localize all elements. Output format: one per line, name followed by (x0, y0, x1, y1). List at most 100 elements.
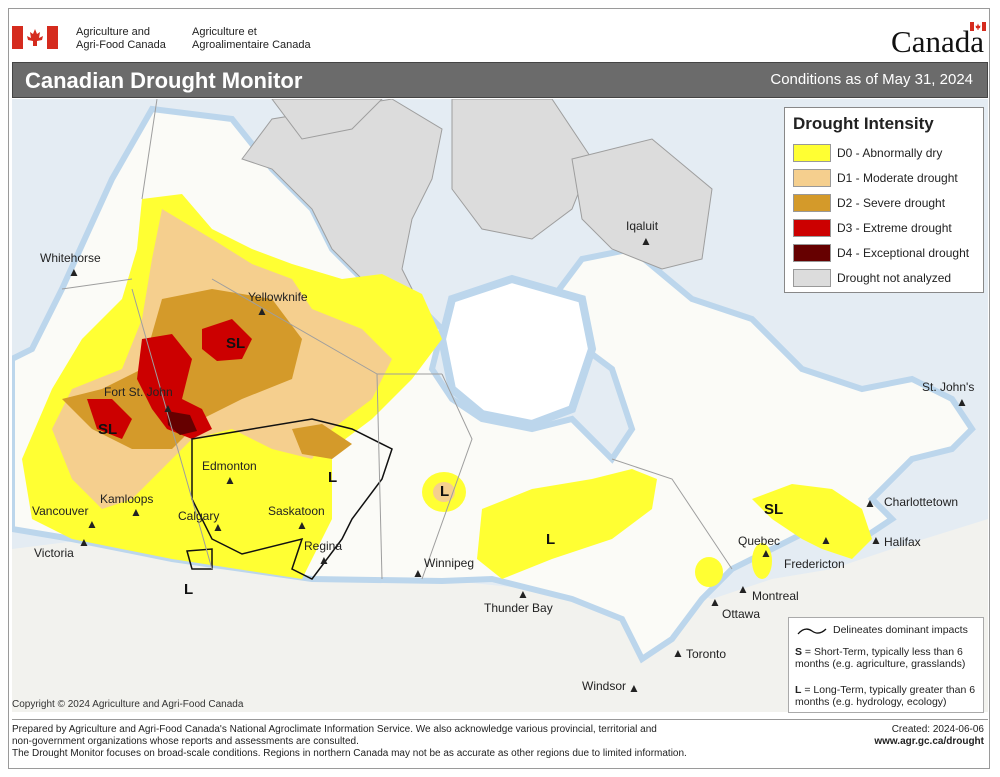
legend-label: D0 - Abnormally dry (837, 146, 943, 160)
d0-maritimes (752, 484, 872, 559)
drought-url-link[interactable]: www.agr.gc.ca/drought (874, 736, 984, 747)
city-halifax-marker-icon: ▲ (870, 533, 882, 547)
impact-label-l-ontario: L (546, 531, 556, 548)
nunavut-not-analyzed (451, 99, 593, 240)
short-term-note: S = Short-Term, typically less than 6 mo… (795, 646, 983, 670)
d3-bc (87, 399, 132, 439)
city-iqaluit-marker-icon: ▲ (640, 234, 652, 248)
hudson-bay (437, 274, 597, 429)
impact-label-sl-bc: SL (98, 421, 118, 438)
d3-nwt (202, 319, 252, 361)
copyright: Copyright © 2024 Agriculture and Agri-Fo… (12, 699, 244, 710)
department-en-line1: Agriculture and (76, 26, 150, 38)
footer-text: Prepared by Agriculture and Agri-Food Ca… (12, 724, 772, 760)
legend-item: Drought not analyzed (793, 269, 983, 287)
department-name-fr: Agriculture et Agroalimentaire Canada (192, 26, 311, 52)
d2-sask (292, 424, 352, 459)
footer-credits: Created: 2024-06-06 www.agr.gc.ca/drough… (874, 724, 984, 748)
city-toronto-marker-icon: ▲ (672, 646, 684, 660)
legend-swatch-d2 (793, 194, 831, 212)
legend-box: Drought Intensity D0 - Abnormally dry D1… (784, 107, 984, 293)
d0-quebec-city (752, 543, 772, 579)
impact-label-l-ontario-nw: L (440, 483, 450, 500)
city-fort-st-john-marker-icon: ▲ (162, 401, 174, 415)
legend-label: D4 - Exceptional drought (837, 246, 970, 260)
legend-label: D2 - Severe drought (837, 196, 946, 210)
city-vancouver-marker-icon: ▲ (86, 517, 98, 531)
short-term-text: = Short-Term, typically less than 6 mont… (795, 646, 966, 670)
d0-quebec-south (695, 557, 723, 587)
city-montreal: Montreal (752, 589, 799, 603)
usa-land (12, 519, 988, 712)
wordmark-flag-icon (970, 22, 986, 31)
city-calgary-marker-icon: ▲ (212, 520, 224, 534)
city-winnipeg: Winnipeg (424, 556, 475, 570)
city-kamloops-marker-icon: ▲ (130, 505, 142, 519)
department-fr-line2: Agroalimentaire Canada (192, 39, 311, 51)
impact-notes-box: Delineates dominant impacts S = Short-Te… (788, 617, 984, 713)
legend-item: D2 - Severe drought (793, 194, 983, 212)
d3-northeast-bc (137, 334, 212, 439)
city-fredericton-marker-icon: ▲ (820, 533, 832, 547)
department-name-en: Agriculture and Agri-Food Canada (76, 26, 166, 52)
impact-label-l-bc-south: L (184, 581, 194, 598)
city-saskatoon: Saskatoon (268, 504, 325, 518)
canada-wordmark: Canada (891, 22, 986, 60)
d4-area (167, 411, 197, 435)
canada-flag-icon (12, 26, 58, 49)
city-fort-st-john: Fort St. John (104, 385, 173, 399)
legend-swatch-d0 (793, 144, 831, 162)
government-header: Agriculture and Agri-Food Canada Agricul… (12, 22, 988, 60)
city-whitehorse-marker-icon: ▲ (68, 265, 80, 279)
legend-label: Drought not analyzed (837, 271, 952, 285)
city-edmonton: Edmonton (202, 459, 257, 473)
city-thunder-bay: Thunder Bay (484, 601, 553, 615)
city-yellowknife: Yellowknife (248, 290, 308, 304)
legend-swatch-d3 (793, 219, 831, 237)
city-iqaluit: Iqaluit (626, 219, 659, 233)
city-st-johns: St. John's (922, 380, 975, 394)
city-winnipeg-marker-icon: ▲ (412, 566, 424, 580)
legend-label: D3 - Extreme drought (837, 221, 952, 235)
city-regina: Regina (304, 539, 343, 553)
impact-label-l-sask: L (328, 469, 338, 486)
legend-swatch-d1 (793, 169, 831, 187)
city-edmonton-marker-icon: ▲ (224, 473, 236, 487)
delineates-note: Delineates dominant impacts (833, 624, 968, 636)
d0-ontario (477, 469, 657, 579)
impact-line-icon (797, 628, 827, 635)
footer: Prepared by Agriculture and Agri-Food Ca… (12, 719, 988, 762)
title-bar: Canadian Drought Monitor Conditions as o… (12, 62, 988, 98)
city-saskatoon-marker-icon: ▲ (296, 518, 308, 532)
city-vancouver: Vancouver (32, 504, 89, 518)
long-term-key: L (795, 684, 802, 696)
baffin-not-analyzed (571, 138, 713, 270)
city-fredericton: Fredericton (784, 557, 845, 571)
impact-label-sl-east: SL (764, 501, 784, 518)
d1-nw-ontario (433, 482, 455, 502)
legend-item: D3 - Extreme drought (793, 219, 983, 237)
conditions-date: Conditions as of May 31, 2024 (770, 71, 973, 88)
department-en-line2: Agri-Food Canada (76, 39, 166, 51)
legend-item: D0 - Abnormally dry (793, 144, 983, 162)
legend-item: D1 - Moderate drought (793, 169, 983, 187)
city-halifax: Halifax (884, 535, 921, 549)
department-fr-line1: Agriculture et (192, 26, 257, 38)
city-windsor: Windsor (582, 679, 627, 693)
city-kamloops: Kamloops (100, 492, 154, 506)
long-term-text: = Long-Term, typically greater than 6 mo… (795, 684, 976, 708)
islands-not-analyzed (271, 99, 383, 140)
footer-line2: non-government organizations whose repor… (12, 736, 359, 747)
city-montreal-marker-icon: ▲ (737, 582, 749, 596)
city-regina-marker-icon: ▲ (318, 553, 330, 567)
legend-item: D4 - Exceptional drought (793, 244, 983, 262)
footer-line3: The Drought Monitor focuses on broad-sca… (12, 748, 687, 759)
city-ottawa: Ottawa (722, 607, 761, 621)
impact-boundary-prairies (191, 418, 393, 580)
legend-title: Drought Intensity (793, 114, 934, 133)
city-ottawa-marker-icon: ▲ (709, 595, 721, 609)
city-victoria: Victoria (34, 546, 74, 560)
city-windsor-marker-icon: ▲ (628, 681, 640, 695)
legend-label: D1 - Moderate drought (837, 171, 958, 185)
city-quebec: Quebec (738, 534, 781, 548)
